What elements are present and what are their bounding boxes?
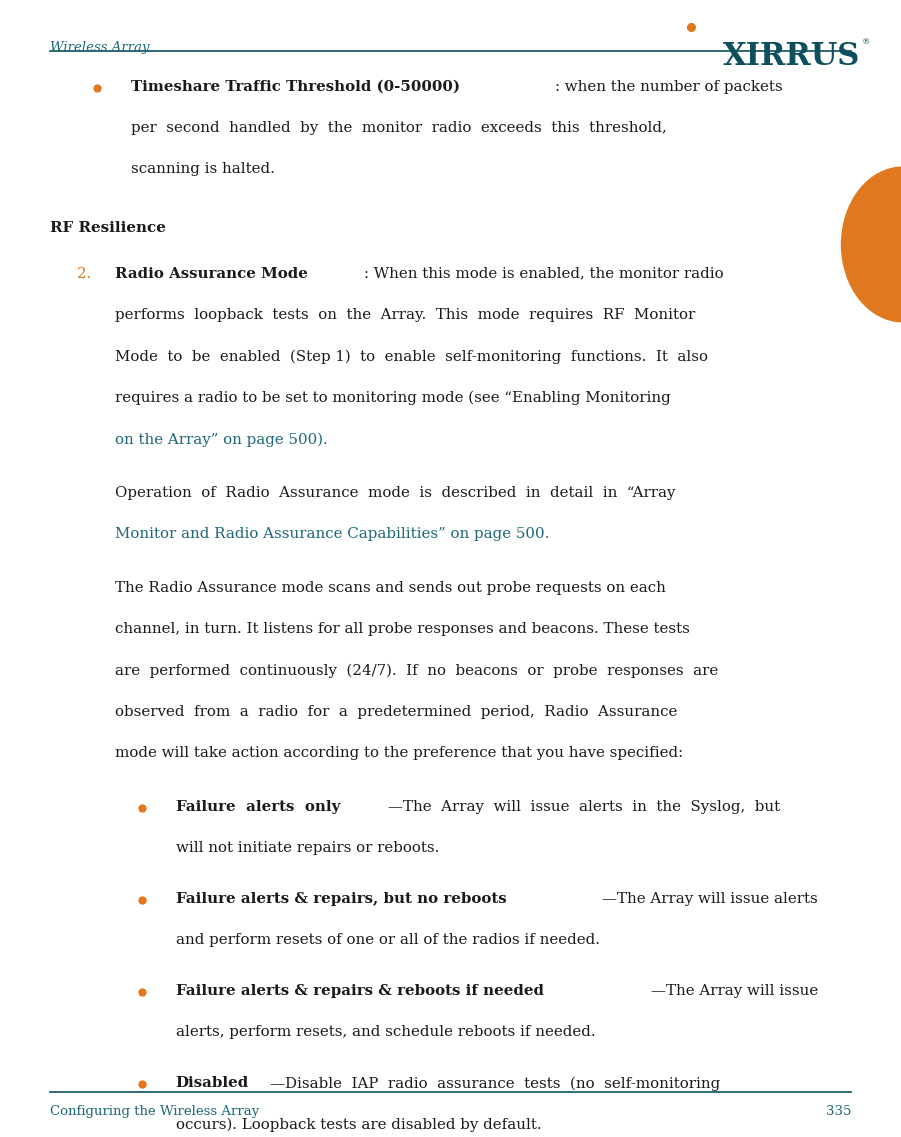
Text: RF Resilience: RF Resilience bbox=[50, 222, 166, 235]
Text: ®: ® bbox=[862, 39, 870, 47]
Text: Failure alerts & repairs & reboots if needed: Failure alerts & repairs & reboots if ne… bbox=[176, 984, 543, 998]
Text: on the Array” on page 500).: on the Array” on page 500). bbox=[115, 432, 328, 447]
Text: channel, in turn. It listens for all probe responses and beacons. These tests: channel, in turn. It listens for all pro… bbox=[115, 622, 690, 636]
Text: : When this mode is enabled, the monitor radio: : When this mode is enabled, the monitor… bbox=[364, 267, 724, 281]
Text: —The Array will issue alerts: —The Array will issue alerts bbox=[602, 891, 818, 906]
Text: observed  from  a  radio  for  a  predetermined  period,  Radio  Assurance: observed from a radio for a predetermine… bbox=[115, 705, 678, 719]
Text: scanning is halted.: scanning is halted. bbox=[131, 163, 275, 176]
Text: Wireless Array: Wireless Array bbox=[50, 41, 149, 53]
Text: Configuring the Wireless Array: Configuring the Wireless Array bbox=[50, 1105, 259, 1118]
Text: will not initiate repairs or reboots.: will not initiate repairs or reboots. bbox=[176, 841, 439, 855]
Text: : when the number of packets: : when the number of packets bbox=[555, 80, 783, 93]
Text: —The Array will issue: —The Array will issue bbox=[651, 984, 818, 998]
Text: The Radio Assurance mode scans and sends out probe requests on each: The Radio Assurance mode scans and sends… bbox=[115, 581, 666, 595]
Text: Timeshare Traffic Threshold (0-50000): Timeshare Traffic Threshold (0-50000) bbox=[131, 80, 460, 93]
Text: per  second  handled  by  the  monitor  radio  exceeds  this  threshold,: per second handled by the monitor radio … bbox=[131, 121, 667, 135]
Wedge shape bbox=[842, 167, 901, 322]
Text: Monitor and Radio Assurance Capabilities” on page 500.: Monitor and Radio Assurance Capabilities… bbox=[115, 528, 550, 541]
Text: —The  Array  will  issue  alerts  in  the  Syslog,  but: —The Array will issue alerts in the Sysl… bbox=[387, 799, 780, 814]
Text: performs  loopback  tests  on  the  Array.  This  mode  requires  RF  Monitor: performs loopback tests on the Array. Th… bbox=[115, 308, 696, 322]
Text: mode will take action according to the preference that you have specified:: mode will take action according to the p… bbox=[115, 746, 684, 761]
Text: Disabled: Disabled bbox=[176, 1077, 249, 1090]
Text: 2.: 2. bbox=[77, 267, 91, 281]
Text: XIRRUS: XIRRUS bbox=[724, 41, 860, 72]
Text: and perform resets of one or all of the radios if needed.: and perform resets of one or all of the … bbox=[176, 933, 600, 947]
Text: —Disable  IAP  radio  assurance  tests  (no  self-monitoring: —Disable IAP radio assurance tests (no s… bbox=[270, 1077, 721, 1090]
Text: Operation  of  Radio  Assurance  mode  is  described  in  detail  in  “Array: Operation of Radio Assurance mode is des… bbox=[115, 485, 676, 500]
Text: Mode  to  be  enabled  (Step 1)  to  enable  self-monitoring  functions.  It  al: Mode to be enabled (Step 1) to enable se… bbox=[115, 349, 708, 364]
Text: Failure  alerts  only: Failure alerts only bbox=[176, 799, 340, 814]
Text: are  performed  continuously  (24/7).  If  no  beacons  or  probe  responses  ar: are performed continuously (24/7). If no… bbox=[115, 663, 719, 678]
Text: alerts, perform resets, and schedule reboots if needed.: alerts, perform resets, and schedule reb… bbox=[176, 1026, 596, 1039]
Text: Failure alerts & repairs, but no reboots: Failure alerts & repairs, but no reboots bbox=[176, 891, 506, 906]
Text: 335: 335 bbox=[826, 1105, 851, 1118]
Text: requires a radio to be set to monitoring mode (see “Enabling Monitoring: requires a radio to be set to monitoring… bbox=[115, 391, 671, 405]
Text: Radio Assurance Mode: Radio Assurance Mode bbox=[115, 267, 308, 281]
Text: occurs). Loopback tests are disabled by default.: occurs). Loopback tests are disabled by … bbox=[176, 1118, 542, 1132]
